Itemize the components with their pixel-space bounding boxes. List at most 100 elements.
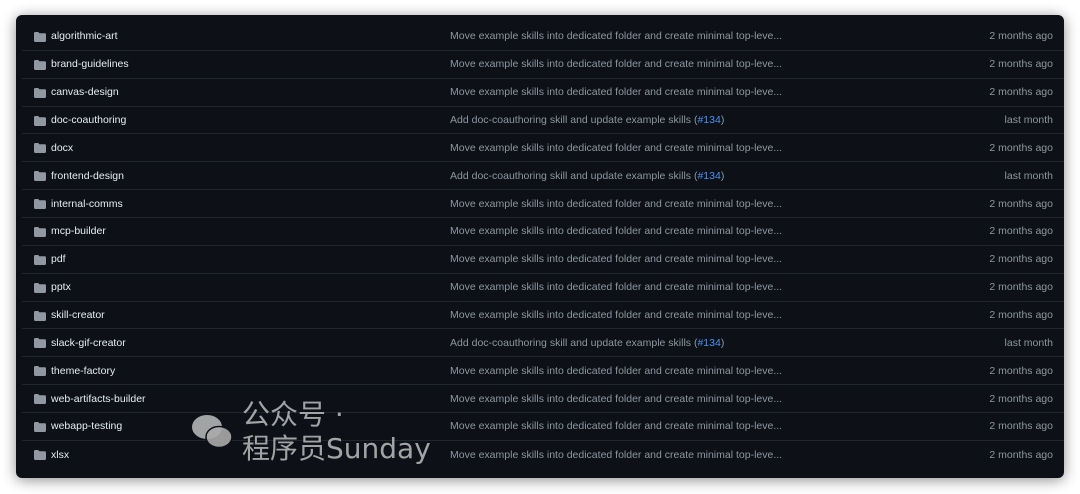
file-name-link[interactable]: canvas-design: [51, 86, 119, 99]
commit-message[interactable]: Move example skills into dedicated folde…: [450, 393, 782, 405]
file-row[interactable]: doc-coauthoring Add doc-coauthoring skil…: [22, 107, 1064, 135]
file-name-link[interactable]: webapp-testing: [51, 420, 123, 433]
commit-message-text[interactable]: Move example skills into dedicated folde…: [450, 253, 783, 266]
commit-message-text[interactable]: Move example skills into dedicated folde…: [450, 420, 783, 433]
folder-icon: [34, 87, 46, 98]
folder-icon: [34, 310, 46, 321]
file-name-link[interactable]: brand-guidelines: [51, 58, 129, 71]
commit-message-text[interactable]: Move example skills into dedicated folde…: [450, 392, 783, 405]
commit-time: last month: [1004, 169, 1053, 182]
commit-message-text[interactable]: Add doc-coauthoring skill and update exa…: [450, 169, 698, 182]
file-name-link[interactable]: algorithmic-art: [51, 30, 118, 43]
file-name-link[interactable]: theme-factory: [51, 364, 116, 377]
folder-icon: [34, 199, 46, 210]
commit-message[interactable]: Add doc-coauthoring skill and update exa…: [450, 114, 724, 126]
commit-message-text[interactable]: Move example skills into dedicated folde…: [450, 30, 783, 43]
commit-time: last month: [1004, 114, 1053, 126]
file-row[interactable]: frontend-design Add doc-coauthoring skil…: [22, 162, 1064, 191]
file-name-link[interactable]: doc-coauthoring: [51, 114, 127, 126]
file-name-link[interactable]: web-artifacts-builder: [51, 392, 146, 405]
commit-message[interactable]: Move example skills into dedicated folde…: [450, 58, 782, 70]
pull-request-link[interactable]: #134: [697, 336, 721, 349]
commit-message-text[interactable]: Move example skills into dedicated folde…: [450, 225, 783, 238]
commit-time: 2 months ago: [989, 58, 1053, 71]
file-row[interactable]: mcp-builder Move example skills into ded…: [22, 218, 1064, 246]
commit-message[interactable]: Move example skills into dedicated folde…: [450, 253, 782, 265]
commit-message-text[interactable]: Add doc-coauthoring skill and update exa…: [450, 336, 698, 349]
pull-request-link[interactable]: #134: [697, 169, 721, 182]
file-name-link[interactable]: docx: [51, 141, 74, 154]
folder-icon: [34, 282, 46, 293]
pull-request-link[interactable]: #134: [697, 114, 721, 126]
file-name-link[interactable]: mcp-builder: [51, 225, 106, 238]
folder-icon: [34, 59, 46, 70]
commit-message[interactable]: Move example skills into dedicated folde…: [450, 365, 782, 377]
file-name-link[interactable]: xlsx: [51, 448, 70, 461]
file-row[interactable]: slack-gif-creator Add doc-coauthoring sk…: [22, 329, 1064, 358]
commit-time: last month: [1004, 336, 1053, 349]
file-row[interactable]: web-artifacts-builder Move example skill…: [22, 385, 1064, 414]
commit-time: 2 months ago: [989, 448, 1053, 461]
commit-message[interactable]: Move example skills into dedicated folde…: [450, 30, 782, 42]
file-name-link[interactable]: frontend-design: [51, 169, 124, 182]
commit-message[interactable]: Add doc-coauthoring skill and update exa…: [450, 170, 724, 182]
commit-time: 2 months ago: [989, 420, 1053, 433]
commit-message-text[interactable]: Move example skills into dedicated folde…: [450, 197, 783, 210]
commit-time: 2 months ago: [989, 141, 1053, 154]
file-name-link[interactable]: internal-comms: [51, 197, 123, 210]
folder-icon: [34, 449, 46, 460]
commit-message[interactable]: Move example skills into dedicated folde…: [450, 309, 782, 321]
file-row[interactable]: algorithmic-art Move example skills into…: [22, 23, 1064, 51]
commit-message[interactable]: Move example skills into dedicated folde…: [450, 198, 782, 210]
commit-message-suffix: ): [720, 114, 725, 126]
commit-message[interactable]: Move example skills into dedicated folde…: [450, 225, 782, 237]
file-row[interactable]: canvas-design Move example skills into d…: [22, 79, 1064, 107]
folder-icon: [34, 338, 46, 349]
folder-icon: [34, 366, 46, 377]
commit-message-text[interactable]: Move example skills into dedicated folde…: [450, 141, 783, 154]
folder-icon: [34, 32, 46, 42]
folder-icon: [34, 422, 46, 433]
folder-icon: [34, 394, 46, 405]
commit-time: 2 months ago: [989, 225, 1053, 238]
commit-message[interactable]: Move example skills into dedicated folde…: [450, 449, 782, 461]
commit-message-text[interactable]: Move example skills into dedicated folde…: [450, 58, 783, 71]
folder-icon: [34, 115, 46, 126]
file-row[interactable]: docx Move example skills into dedicated …: [22, 134, 1064, 163]
commit-message[interactable]: Add doc-coauthoring skill and update exa…: [450, 337, 724, 349]
commit-message[interactable]: Move example skills into dedicated folde…: [450, 86, 782, 98]
commit-time: 2 months ago: [989, 281, 1053, 294]
file-row[interactable]: pptx Move example skills into dedicated …: [22, 274, 1064, 302]
file-name-link[interactable]: skill-creator: [51, 309, 105, 322]
folder-icon: [34, 227, 46, 238]
file-list: algorithmic-art Move example skills into…: [22, 23, 1064, 469]
commit-time: 2 months ago: [989, 364, 1053, 377]
commit-message-suffix: ): [720, 336, 725, 349]
commit-time: 2 months ago: [989, 309, 1053, 322]
commit-message-text[interactable]: Move example skills into dedicated folde…: [450, 281, 783, 294]
commit-message-text[interactable]: Move example skills into dedicated folde…: [450, 448, 783, 461]
commit-time: 2 months ago: [989, 86, 1053, 99]
commit-message[interactable]: Move example skills into dedicated folde…: [450, 142, 782, 154]
commit-message-text[interactable]: Move example skills into dedicated folde…: [450, 309, 783, 322]
file-row[interactable]: internal-comms Move example skills into …: [22, 190, 1064, 219]
file-name-link[interactable]: slack-gif-creator: [51, 336, 126, 349]
file-name-link[interactable]: pptx: [51, 281, 71, 294]
file-row[interactable]: theme-factory Move example skills into d…: [22, 357, 1064, 386]
commit-time: 2 months ago: [989, 392, 1053, 405]
commit-message[interactable]: Move example skills into dedicated folde…: [450, 420, 782, 432]
folder-icon: [34, 143, 46, 154]
file-row[interactable]: brand-guidelines Move example skills int…: [22, 51, 1064, 79]
file-row[interactable]: webapp-testing Move example skills into …: [22, 413, 1064, 441]
commit-message-text[interactable]: Move example skills into dedicated folde…: [450, 364, 783, 377]
commit-message-text[interactable]: Add doc-coauthoring skill and update exa…: [450, 114, 698, 126]
file-name-link[interactable]: pdf: [51, 253, 66, 266]
file-row[interactable]: xlsx Move example skills into dedicated …: [22, 441, 1064, 469]
commit-time: 2 months ago: [989, 197, 1053, 210]
folder-icon: [34, 254, 46, 265]
file-browser-window: algorithmic-art Move example skills into…: [16, 15, 1064, 478]
file-row[interactable]: pdf Move example skills into dedicated f…: [22, 246, 1064, 274]
file-row[interactable]: skill-creator Move example skills into d…: [22, 302, 1064, 330]
commit-message-text[interactable]: Move example skills into dedicated folde…: [450, 86, 783, 99]
commit-message[interactable]: Move example skills into dedicated folde…: [450, 281, 782, 293]
